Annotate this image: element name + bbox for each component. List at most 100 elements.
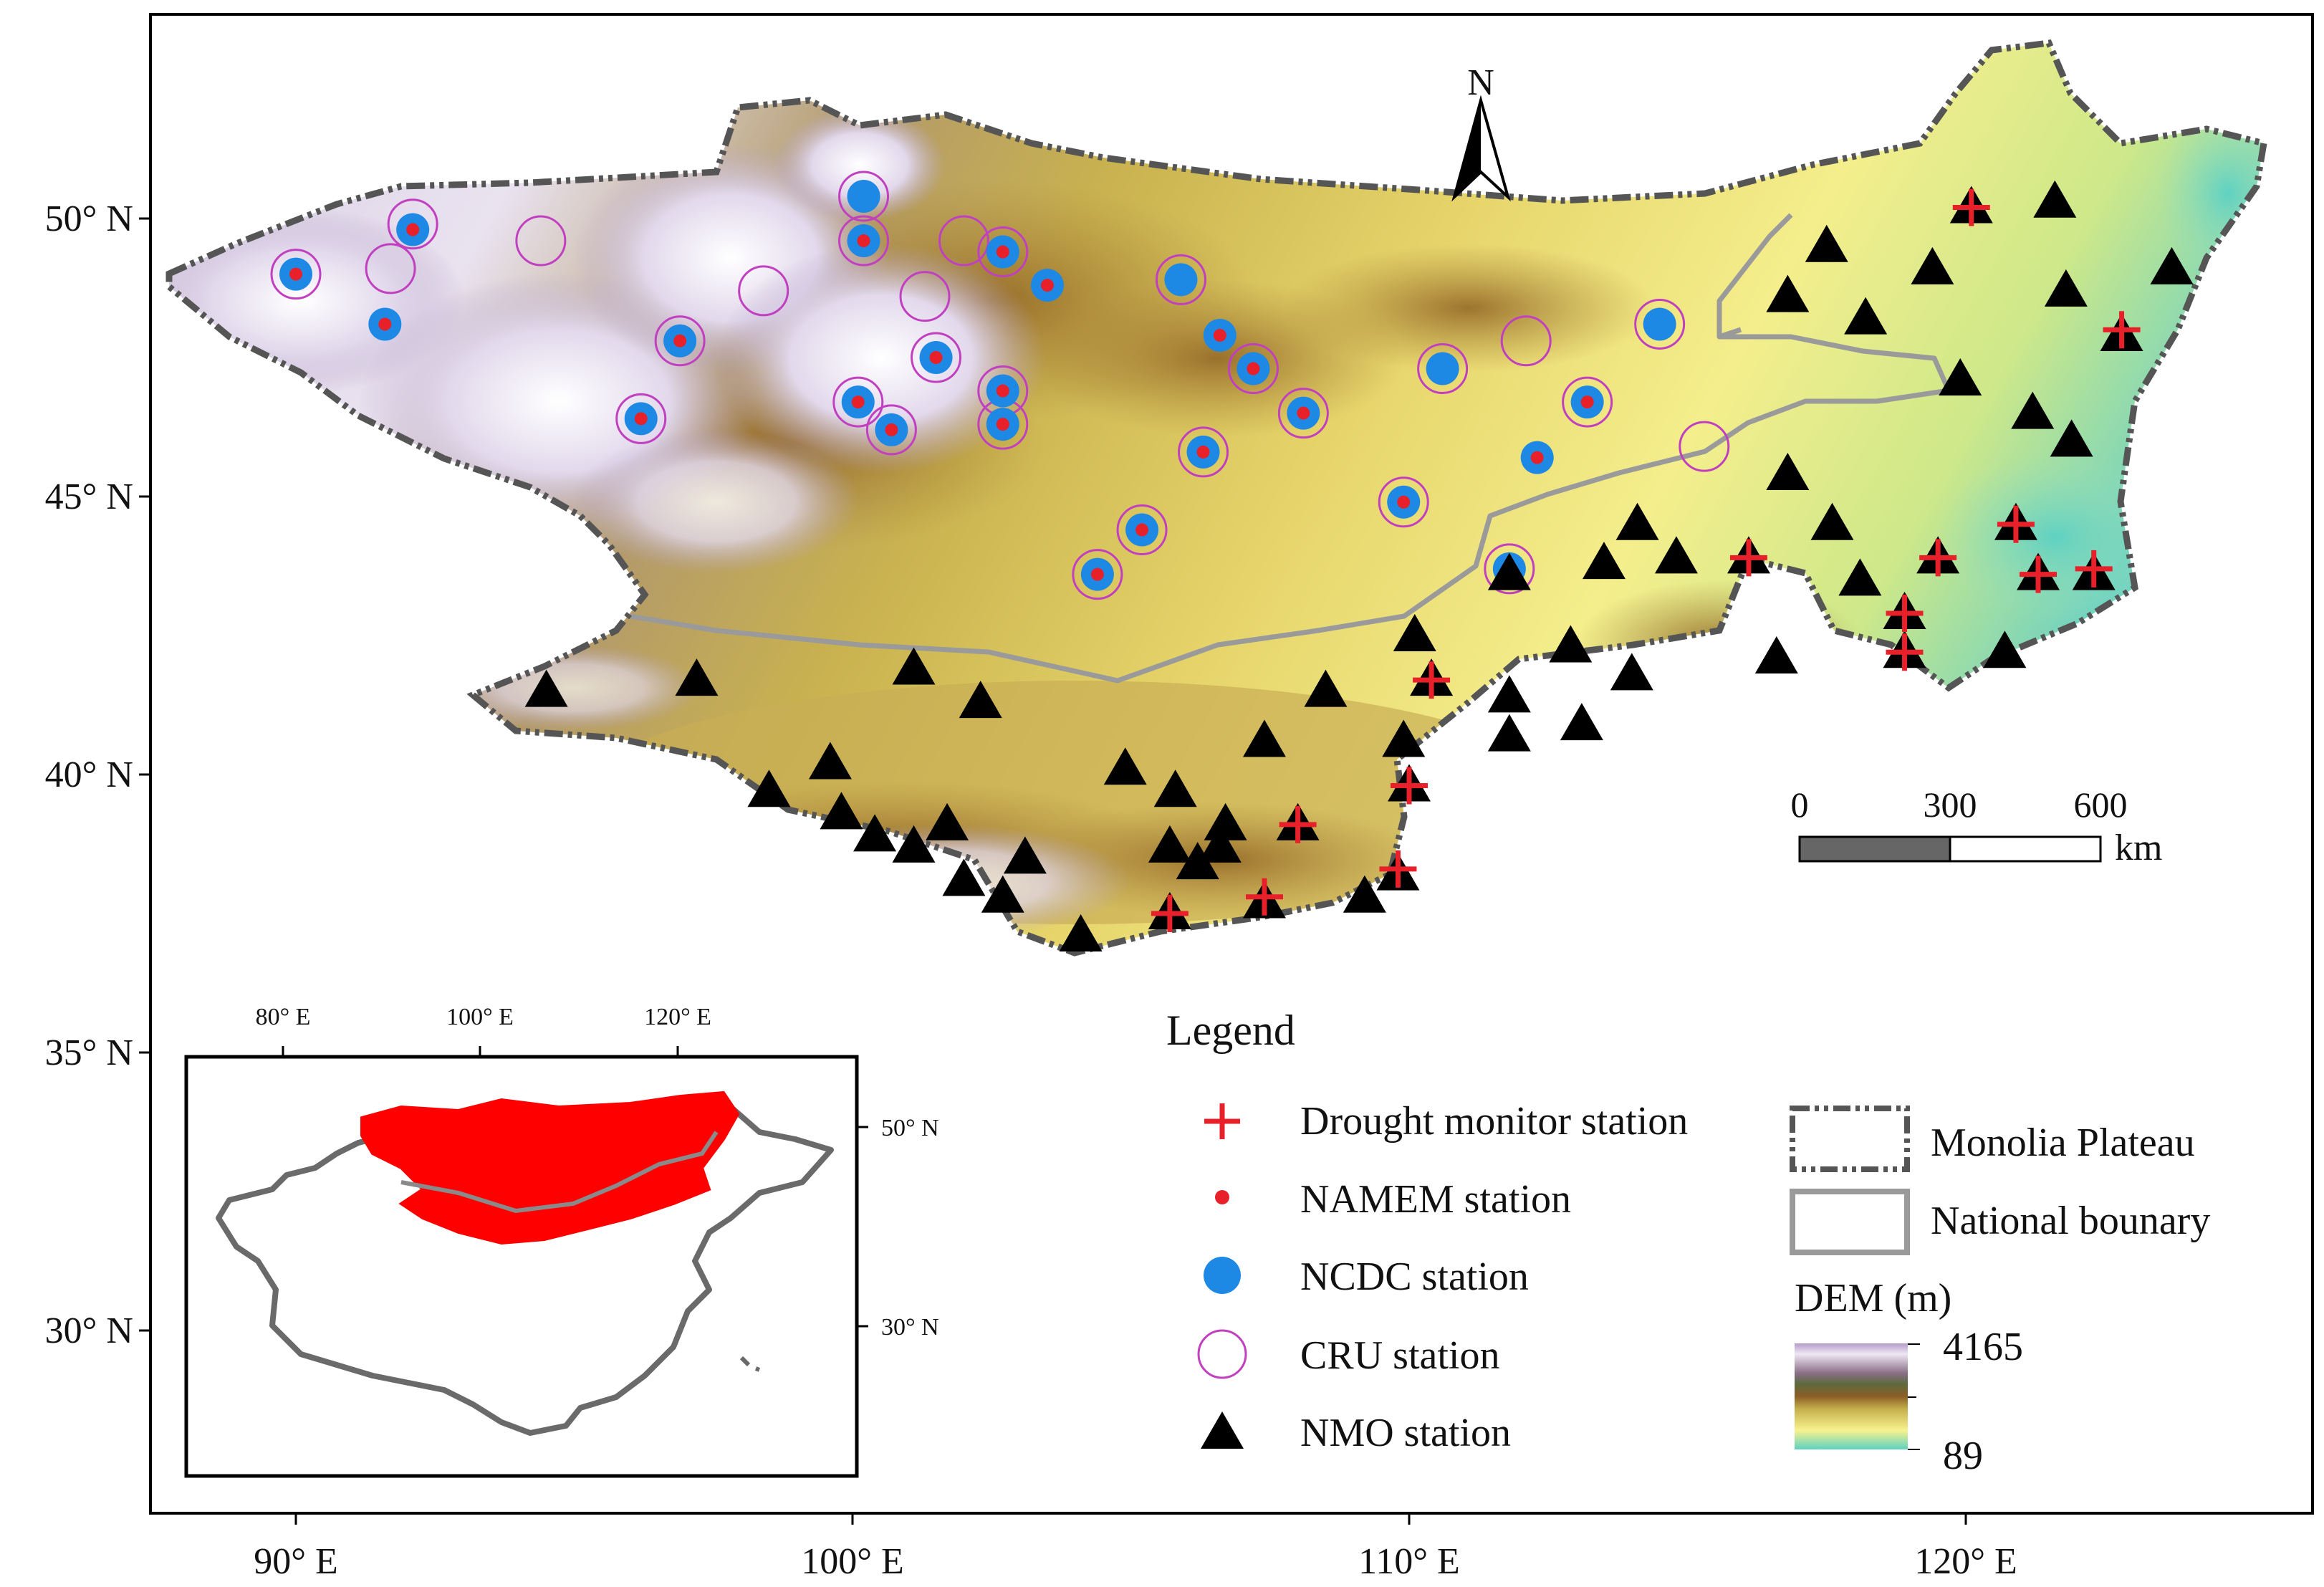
nmo-station-marker (1766, 452, 1810, 490)
nmo-station-marker (1176, 842, 1219, 880)
nmo-station-marker (820, 792, 863, 830)
scale-tick-300: 300 (1924, 785, 1977, 825)
legend-ncdc-label: NCDC station (1300, 1255, 1529, 1299)
namem-station-marker (885, 423, 898, 436)
inset-lon-label-120: 120° E (644, 1004, 711, 1030)
namem-station-marker (1530, 451, 1544, 464)
legend-plateau-swatch (1790, 1106, 1910, 1172)
namem-station-marker (929, 351, 943, 364)
cru-station-marker (938, 215, 989, 267)
legend: Legend Drought monitor station NAMEM sta… (1166, 1007, 2210, 1478)
namem-station-marker (289, 267, 302, 281)
legend-nmo-symbol (1201, 1411, 1244, 1449)
legend-cru-symbol (1197, 1329, 1247, 1379)
lat-label-45: 45° N (45, 476, 133, 517)
legend-item-namem: NAMEM station (1215, 1177, 1571, 1222)
legend-item-cru: CRU station (1197, 1329, 1499, 1379)
nmo-station-marker (1766, 274, 1810, 312)
namem-station-marker (378, 317, 392, 331)
nmo-station-marker (853, 814, 897, 852)
namem-station-marker (851, 395, 865, 409)
ncdc-station-marker (847, 179, 880, 213)
namem-station-marker (996, 245, 1009, 259)
nmo-station-marker (1610, 653, 1653, 691)
scale-tick-0: 0 (1791, 785, 1809, 825)
namem-station-marker (1040, 279, 1054, 292)
cru-station-marker (1072, 549, 1123, 600)
nmo-station-marker (981, 875, 1024, 913)
nmo-station-marker (1382, 719, 1426, 757)
lat-label-50: 50° N (45, 198, 133, 239)
cru-station-marker (1277, 388, 1329, 439)
nmo-station-marker (892, 647, 936, 685)
cru-station-marker (515, 215, 567, 267)
namem-station-marker (857, 234, 870, 248)
cru-station-marker (911, 332, 962, 383)
namem-station-marker (1196, 445, 1210, 459)
nmo-station-marker (2050, 419, 2093, 457)
cru-station-marker (1417, 343, 1469, 395)
cru-station-marker (1562, 376, 1613, 428)
longitude-axis: 90° E 100° E 110° E 120° E (254, 1513, 2017, 1582)
nmo-station-marker (1654, 536, 1698, 574)
legend-ncdc-symbol (1204, 1257, 1241, 1294)
drought-station-marker (1151, 895, 1189, 932)
cru-station-marker (654, 315, 706, 367)
nmo-station-marker (892, 825, 936, 863)
legend-nmo-label: NMO station (1300, 1411, 1511, 1455)
legend-dem-ramp (1795, 1343, 1908, 1449)
drought-station-marker (1997, 505, 2035, 543)
nmo-station-marker (2033, 180, 2077, 218)
cru-station-marker (838, 215, 890, 267)
lon-label-100: 100° E (801, 1541, 904, 1582)
drought-station-marker (2075, 550, 2113, 588)
ncdc-station-marker (1643, 307, 1676, 341)
namem-station-marker (996, 418, 1009, 431)
nmo-station-marker (1487, 714, 1531, 752)
cru-station-marker (1227, 343, 1279, 395)
cru-station-marker (865, 404, 917, 456)
legend-item-plateau-boundary: Monolia Plateau (1790, 1106, 2195, 1172)
nmo-station-marker (1304, 669, 1348, 707)
legend-plateau-label: Monolia Plateau (1931, 1121, 2195, 1165)
nmo-station-marker (808, 742, 852, 780)
drought-station-marker (2103, 311, 2141, 349)
nmo-station-marker (1148, 825, 1191, 863)
nmo-station-marker (1983, 631, 2027, 668)
nmo-station-marker (1911, 246, 1954, 284)
nmo-station-marker (1003, 836, 1047, 874)
cru-station-marker (1378, 476, 1429, 528)
nmo-station-marker (1242, 719, 1286, 757)
cru-station-marker (738, 265, 789, 317)
lon-label-110: 110° E (1358, 1541, 1460, 1582)
legend-drought-symbol (1204, 1103, 1240, 1139)
nmo-station-marker (959, 681, 1002, 719)
latitude-axis: 50° N 45° N 40° N 35° N 30° N (45, 198, 150, 1351)
lat-label-40: 40° N (45, 754, 133, 795)
namem-station-marker (1580, 395, 1594, 409)
drought-station-marker (1886, 633, 1924, 671)
cru-station-marker (1178, 426, 1229, 478)
inset-lon-label-100: 100° E (446, 1004, 514, 1030)
nmo-station-marker (1103, 747, 1147, 785)
nmo-station-marker (1838, 558, 1882, 596)
drought-station-marker (1413, 661, 1451, 699)
namem-station-marker (1213, 328, 1226, 342)
nmo-station-marker (2011, 391, 2055, 429)
cru-station-marker (1484, 543, 1535, 595)
drought-station-marker (1391, 767, 1428, 805)
namem-station-marker (1135, 523, 1149, 537)
namem-station-marker (996, 384, 1009, 398)
legend-cru-label: CRU station (1300, 1333, 1499, 1378)
legend-national-label: National bounary (1931, 1199, 2210, 1243)
nmo-station-marker (1487, 675, 1531, 713)
drought-station-marker (1886, 594, 1924, 632)
nmo-station-marker (1582, 542, 1626, 580)
inset-lat-label-30: 30° N (881, 1314, 939, 1341)
nmo-station-marker (1844, 297, 1888, 335)
scale-tick-600: 600 (2074, 785, 2128, 825)
nmo-station-marker (1059, 914, 1103, 952)
cru-station-marker (977, 226, 1029, 278)
namem-station-marker (1297, 406, 1310, 420)
